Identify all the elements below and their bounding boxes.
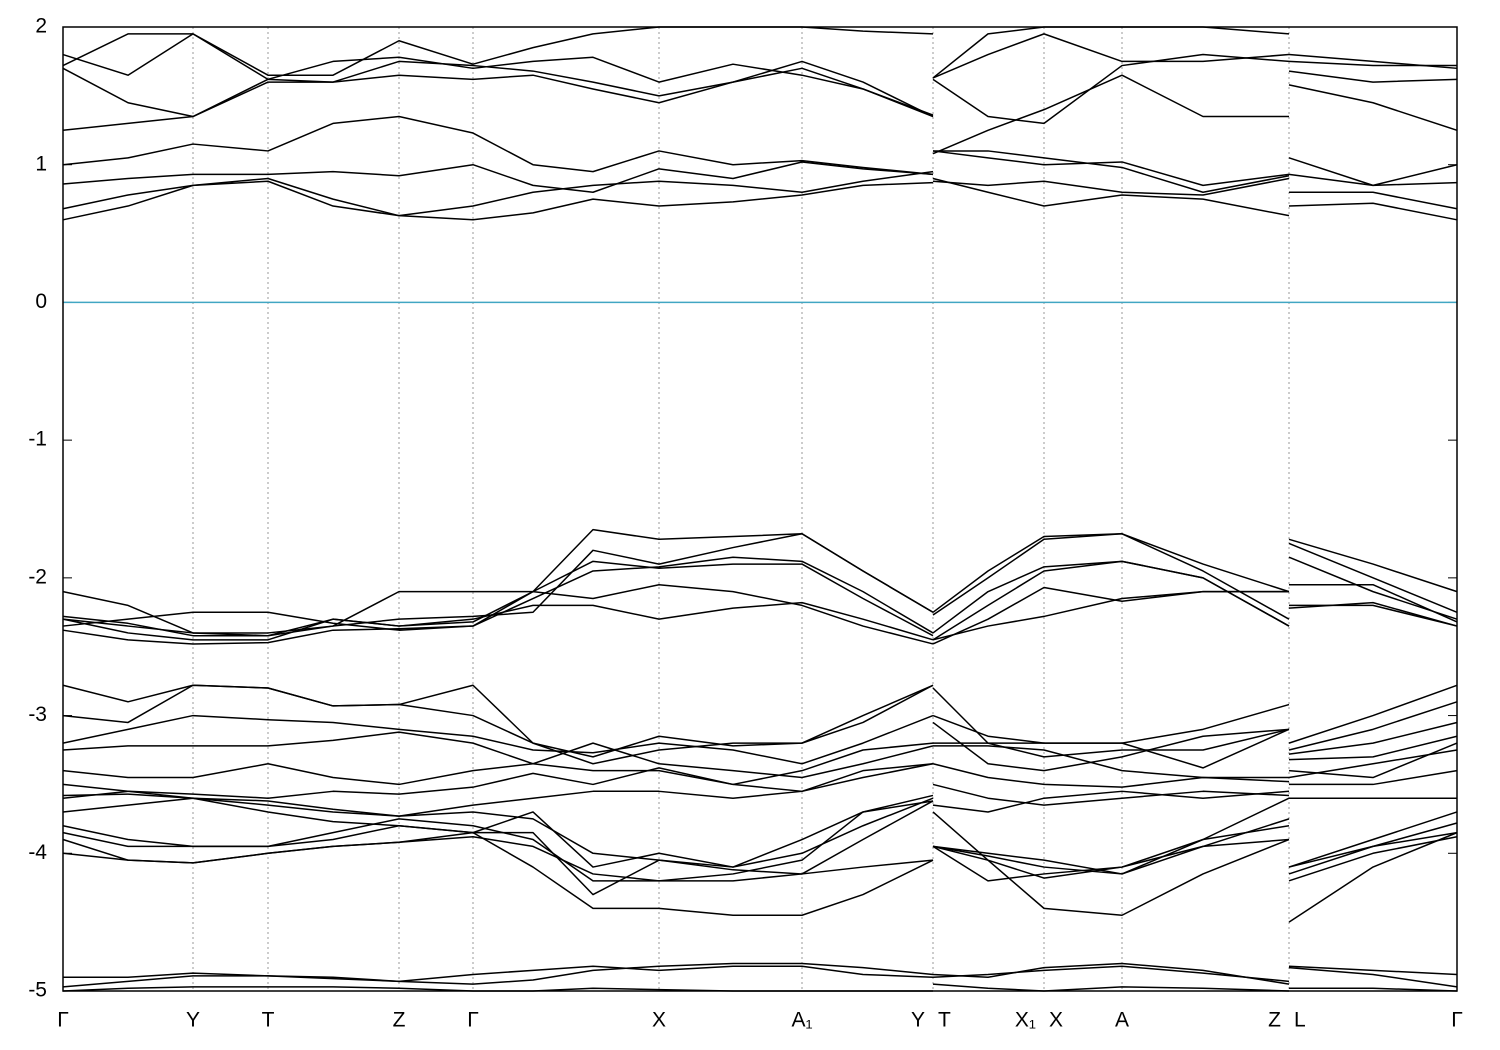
band-line: [62, 177, 1458, 221]
plot-frame: [62, 26, 1458, 992]
x-tick-label: Y: [911, 1009, 925, 1032]
x-tick-label: Z: [1268, 1009, 1281, 1032]
band-line: [62, 556, 1458, 634]
x-tick-label: X: [1049, 1009, 1063, 1032]
band-line: [62, 800, 1458, 896]
band-line: [62, 684, 1458, 765]
x-tick-label: X: [652, 1009, 666, 1032]
y-tick-label: -4: [28, 841, 47, 864]
band-line: [62, 962, 1458, 988]
band-line: [62, 797, 1458, 875]
band-line: [62, 836, 1458, 882]
x-tick-label: Z: [393, 1009, 406, 1032]
band-line: [62, 811, 1458, 923]
band-line: [62, 533, 1458, 634]
x-tick-label: A: [1115, 1009, 1129, 1032]
band-line: [62, 742, 1458, 786]
band-line: [62, 53, 1458, 125]
band-line: [62, 684, 1458, 758]
y-tick-label: -1: [28, 428, 47, 451]
band-line: [62, 590, 1458, 641]
x-tick-label: A₁: [791, 1009, 812, 1032]
x-tick-label: T: [262, 1009, 275, 1032]
x-tick-label: Γ: [467, 1009, 479, 1032]
x-tick-label: L: [1294, 1009, 1306, 1032]
y-tick-label: 2: [35, 15, 47, 38]
x-tick-label: X₁: [1015, 1009, 1036, 1032]
band-line: [62, 560, 1458, 645]
band-line: [62, 749, 1458, 799]
x-tick-label: Γ: [1451, 1009, 1463, 1032]
band-line: [63, 965, 1458, 983]
band-line: [62, 790, 1457, 868]
y-tick-label: -3: [28, 703, 47, 726]
y-tick-label: -5: [28, 979, 47, 1002]
band-line: [62, 721, 1458, 786]
x-tick-label: T: [938, 1009, 951, 1032]
band-line: [62, 170, 1458, 217]
y-tick-label: 1: [35, 152, 47, 175]
y-tick-label: 0: [35, 290, 47, 313]
band-line: [62, 115, 1458, 194]
band-line: [62, 528, 1458, 637]
band-line: [62, 763, 1458, 817]
band-line: [62, 794, 1458, 882]
x-tick-label: Γ: [57, 1009, 69, 1032]
band-line: [62, 983, 1458, 992]
band-line: [62, 26, 1458, 79]
band-line: [62, 714, 1458, 769]
y-tick-label: -2: [28, 565, 47, 588]
x-tick-label: Y: [186, 1009, 200, 1032]
